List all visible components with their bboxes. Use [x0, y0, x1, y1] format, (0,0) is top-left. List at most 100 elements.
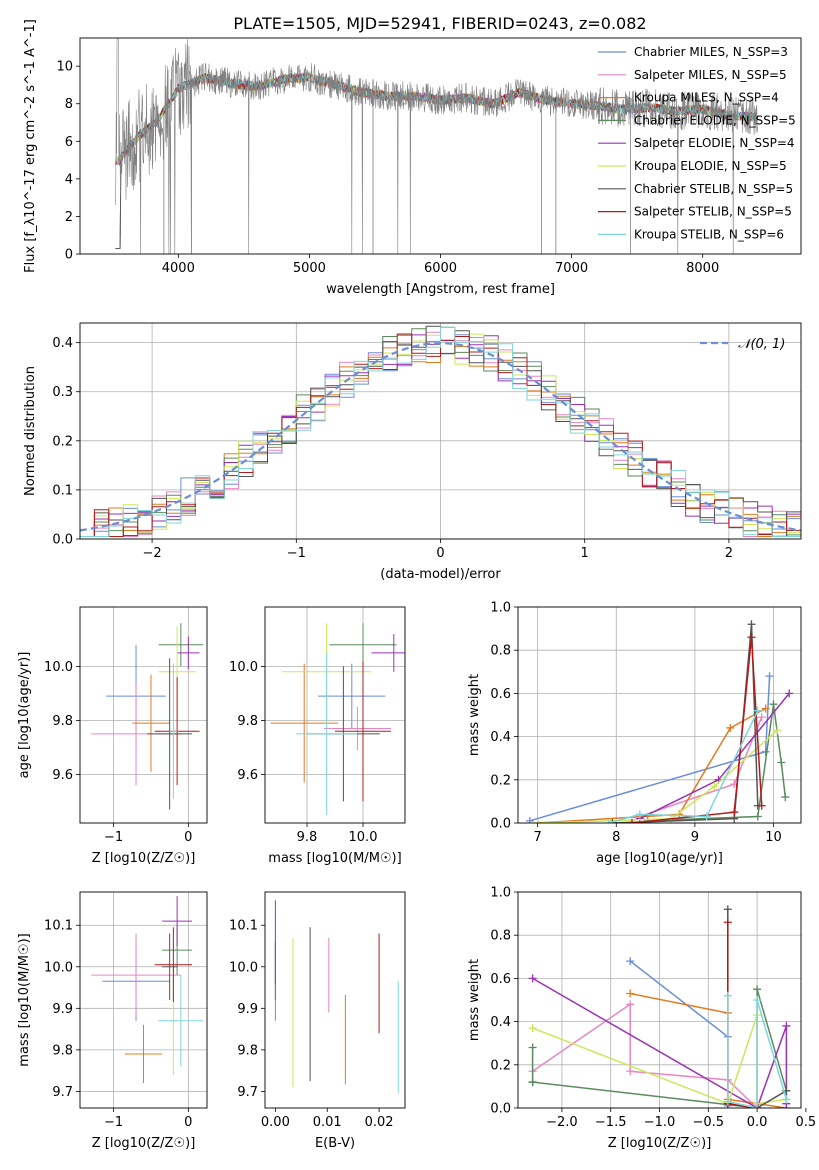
weight-line [532, 1002, 758, 1108]
weight-marker [626, 989, 635, 998]
x-axis-label: Z [log10(Z/Z☉)] [608, 1136, 712, 1151]
x-tick-label: −1.5 [595, 1115, 627, 1130]
y-tick-label: 10.0 [44, 660, 73, 675]
plot-area [91, 896, 204, 1084]
x-tick-label: 8000 [686, 261, 719, 276]
x-tick-label: 7000 [555, 261, 588, 276]
weight-marker [753, 706, 762, 715]
x-axis-label: Z [log10(Z/Z☉)] [92, 1136, 196, 1151]
y-tick-label: 10.1 [44, 919, 73, 934]
y-tick-label: 0.4 [490, 730, 511, 745]
y-tick-label: 1.0 [490, 886, 511, 901]
weight-marker [782, 1021, 791, 1030]
weight-marker [747, 620, 756, 629]
x-axis-label: (data-model)/error [380, 567, 501, 582]
weight-marker [608, 819, 617, 823]
weight-line [532, 977, 788, 1108]
y-tick-label: 0.2 [490, 1058, 511, 1073]
axes-frame [517, 606, 802, 824]
y-tick-label: 0.4 [490, 1015, 511, 1030]
plot-area [274, 900, 399, 1094]
x-tick-label: 10.0 [349, 830, 378, 845]
legend-label: Chabrier STELIB, N_SSP=5 [634, 182, 793, 196]
y-tick-label: 8 [65, 97, 73, 112]
x-tick-label: 7 [534, 830, 542, 845]
observed-spectrum-line [115, 38, 758, 254]
weight-marker [604, 819, 613, 823]
weight-line [727, 922, 758, 1108]
weight-marker [635, 810, 644, 819]
x-tick-label: 1 [581, 546, 589, 561]
x-tick-label: 0.5 [796, 1115, 817, 1130]
weight-line [531, 988, 788, 1108]
weight-line [639, 716, 763, 818]
weight-line [631, 637, 763, 823]
x-axis-label: Z [log10(Z/Z☉)] [92, 851, 196, 866]
y-tick-label: 9.6 [52, 768, 73, 783]
age-vs-mass-panel: 9.8 10.0 9.6 9.8 10.0 mass [log10(M/M☉)] [229, 606, 406, 866]
y-tick-label: 10.0 [229, 960, 258, 975]
residual-histogram-step [80, 326, 801, 537]
plot-area [525, 620, 794, 823]
spectrum-panel: 4000 5000 6000 7000 8000 0 2 4 6 8 10 wavelength [A… [23, 19, 802, 297]
weight-marker [528, 1078, 537, 1087]
y-tick-label: 9.8 [52, 1043, 73, 1058]
weight-marker [726, 723, 735, 732]
weight-marker [747, 633, 756, 642]
weight-line [537, 707, 766, 823]
x-tick-label: −1.0 [644, 1115, 676, 1130]
axes-frame [79, 37, 802, 255]
x-tick-label: −1 [104, 830, 123, 845]
y-tick-label: 2 [65, 210, 73, 225]
weight-line [727, 995, 788, 1108]
x-tick-label: 4000 [162, 261, 195, 276]
y-tick-label: 9.9 [52, 1002, 73, 1017]
x-tick-label: 0 [184, 1115, 192, 1130]
y-tick-label: 0.0 [490, 817, 511, 832]
weight-marker [723, 905, 732, 914]
y-tick-label: 10.0 [44, 960, 73, 975]
weight-marker [730, 808, 739, 817]
weight-marker [753, 985, 762, 994]
legend-label: Salpeter ELODIE, N_SSP=4 [634, 136, 795, 150]
x-tick-label: 9 [691, 830, 699, 845]
weight-marker [777, 758, 786, 767]
y-tick-label: 0.3 [52, 385, 73, 400]
y-tick-label: 0.8 [490, 929, 511, 944]
x-tick-label: −1 [104, 1115, 123, 1130]
weight-marker [702, 812, 711, 821]
y-tick-label: 1.0 [490, 601, 511, 616]
weight-marker [723, 1097, 732, 1106]
weight-marker [533, 819, 542, 823]
weight-marker [528, 1024, 537, 1033]
weight-vs-age-panel: 7 8 9 10 0.0 0.2 0.4 0.6 0.8 1.0 age [log10(age/yr… [467, 601, 802, 866]
mass-vs-ebv-panel: 0.00 0.01 0.02 9.7 9.8 9.9 10.0 10.1 E(B-V) [229, 891, 406, 1151]
y-tick-label: 10 [56, 60, 73, 75]
weight-vs-z-panel: −2.0 −1.5 −1.0 −0.5 0.0 0.5 0.0 0.2 0.4 0.6 0.8 1.0… [467, 886, 816, 1152]
plot-area [528, 905, 791, 1108]
x-tick-label: 5000 [293, 261, 326, 276]
legend-label: Kroupa MILES, N_SSP=4 [634, 91, 779, 105]
weight-marker [528, 974, 537, 983]
x-axis-label: age [log10(age/yr)] [596, 851, 723, 866]
y-axis-label: mass weight [467, 674, 482, 756]
weight-marker [525, 816, 534, 823]
y-tick-label: 9.8 [237, 1043, 258, 1058]
normal-distribution-curve [80, 342, 801, 532]
x-tick-label: −2 [143, 546, 162, 561]
x-tick-label: −0.5 [693, 1115, 725, 1130]
x-tick-label: 0.00 [261, 1115, 290, 1130]
weight-marker [765, 672, 774, 681]
weight-marker [757, 713, 766, 722]
weight-marker [782, 1095, 791, 1104]
weight-marker [626, 1067, 635, 1076]
weight-marker [785, 689, 794, 698]
x-tick-label: 0 [184, 830, 192, 845]
age-vs-z-panel: −1 0 9.6 9.8 10.0 Z [log10(Z/Z☉)] age [log10(a… [17, 606, 208, 866]
weight-line [537, 729, 778, 823]
weight-line [529, 676, 771, 822]
residuals-panel: −2 −1 0 1 2 0.0 0.1 0.2 0.3 0.4 (data-model)/error… [23, 322, 802, 582]
weight-marker [626, 957, 635, 966]
weight-marker [626, 1000, 635, 1009]
y-tick-label: 0.1 [52, 483, 73, 498]
